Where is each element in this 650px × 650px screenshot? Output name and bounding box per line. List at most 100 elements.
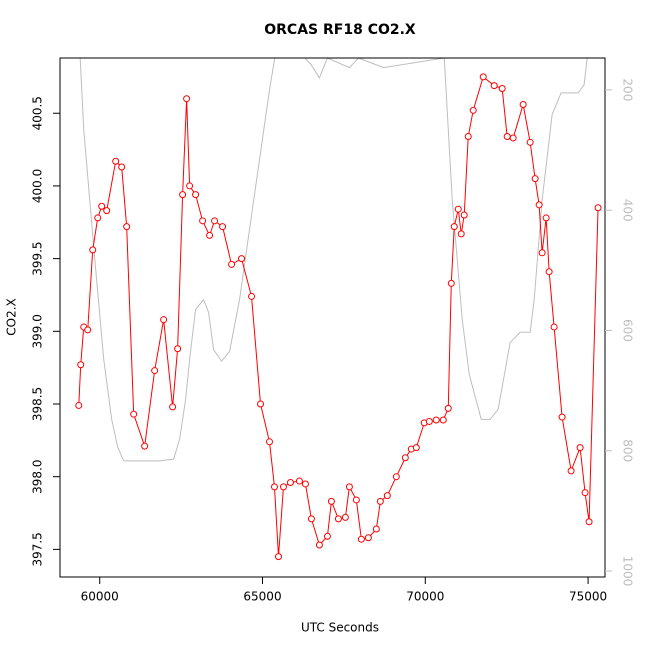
data-point [401, 454, 409, 462]
x-axis-label: UTC Seconds [301, 621, 379, 635]
x-tick-label: 70000 [406, 590, 444, 604]
data-point [179, 191, 187, 199]
data-point [450, 223, 458, 231]
data-point [123, 223, 131, 231]
data-point [352, 496, 360, 504]
data-point [581, 489, 589, 497]
y2-tick-label: 400 [621, 199, 635, 222]
data-point [219, 223, 227, 231]
data-point [257, 400, 265, 408]
data-point [567, 467, 575, 475]
y-tick-label: 398.5 [31, 387, 45, 421]
chart-title: ORCAS RF18 CO2.X [264, 22, 416, 38]
data-point [112, 157, 120, 165]
data-point [160, 316, 168, 324]
data-point [545, 268, 553, 276]
data-point [211, 217, 219, 225]
data-point [538, 249, 546, 257]
data-point [183, 95, 191, 103]
data-point [307, 515, 315, 523]
x-tick-label: 75000 [569, 590, 607, 604]
data-point [192, 191, 200, 199]
data-point [206, 231, 214, 239]
data-point [479, 73, 487, 81]
data-point [169, 403, 177, 411]
data-point [594, 204, 602, 212]
data-point [498, 85, 506, 93]
data-point [103, 207, 111, 215]
data-point [270, 483, 278, 491]
data-point [98, 202, 106, 210]
data-point [585, 518, 593, 526]
data-point [550, 323, 558, 331]
data-point [439, 416, 447, 424]
y-tick-label: 399.5 [31, 241, 45, 275]
data-line [79, 58, 588, 462]
data-point [334, 515, 342, 523]
y2-tick-label: 1000 [621, 556, 635, 587]
data-point [118, 163, 126, 171]
data-point [558, 413, 566, 421]
y2-tick-label: 200 [621, 78, 635, 101]
data-point [364, 534, 372, 542]
data-point [535, 201, 543, 209]
y-tick-label: 398.0 [31, 460, 45, 494]
data-point [315, 541, 323, 549]
data-point [509, 134, 517, 142]
data-point [519, 101, 527, 109]
data-point [376, 497, 384, 505]
data-point [432, 416, 440, 424]
data-point [542, 214, 550, 222]
y2-tick-label: 600 [621, 319, 635, 342]
data-point [130, 410, 138, 418]
x-tick-label: 65000 [243, 590, 281, 604]
data-point [174, 345, 182, 353]
data-point [323, 532, 331, 540]
data-point [186, 182, 194, 190]
y-tick-label: 397.5 [31, 532, 45, 566]
data-point [447, 279, 455, 287]
x-tick-label: 60000 [81, 590, 119, 604]
plot-area [75, 58, 602, 561]
data-point [274, 553, 282, 561]
data-line [78, 76, 599, 557]
data-point [464, 133, 472, 141]
data-point [75, 401, 83, 409]
data-point [383, 492, 391, 500]
data-point [490, 82, 498, 90]
data-point [89, 246, 97, 254]
data-point [94, 214, 102, 222]
data-point [301, 480, 309, 488]
data-point [345, 483, 353, 491]
data-point [228, 260, 236, 268]
data-point [412, 444, 420, 452]
data-point [526, 138, 534, 146]
data-point [248, 292, 256, 300]
data-point [425, 417, 433, 425]
data-point [531, 175, 539, 183]
data-point [457, 230, 465, 238]
plot-frame [59, 57, 606, 578]
data-point [357, 535, 365, 543]
data-point [238, 255, 246, 263]
data-point [266, 438, 274, 446]
data-point [576, 444, 584, 452]
data-point [444, 404, 452, 412]
data-point [327, 497, 335, 505]
data-point [77, 361, 85, 369]
data-point [141, 442, 149, 450]
y2-tick-label: 800 [621, 439, 635, 462]
data-point [503, 133, 511, 141]
data-point [469, 106, 477, 114]
data-point [151, 367, 159, 375]
data-point [454, 205, 462, 213]
data-point [279, 483, 287, 491]
data-point [392, 473, 400, 481]
y-tick-label: 400.0 [31, 169, 45, 203]
data-point [199, 217, 207, 225]
y-axis-label: CO2.X [5, 298, 19, 336]
data-point [372, 525, 380, 533]
data-point [460, 211, 468, 219]
data-point [84, 326, 92, 334]
